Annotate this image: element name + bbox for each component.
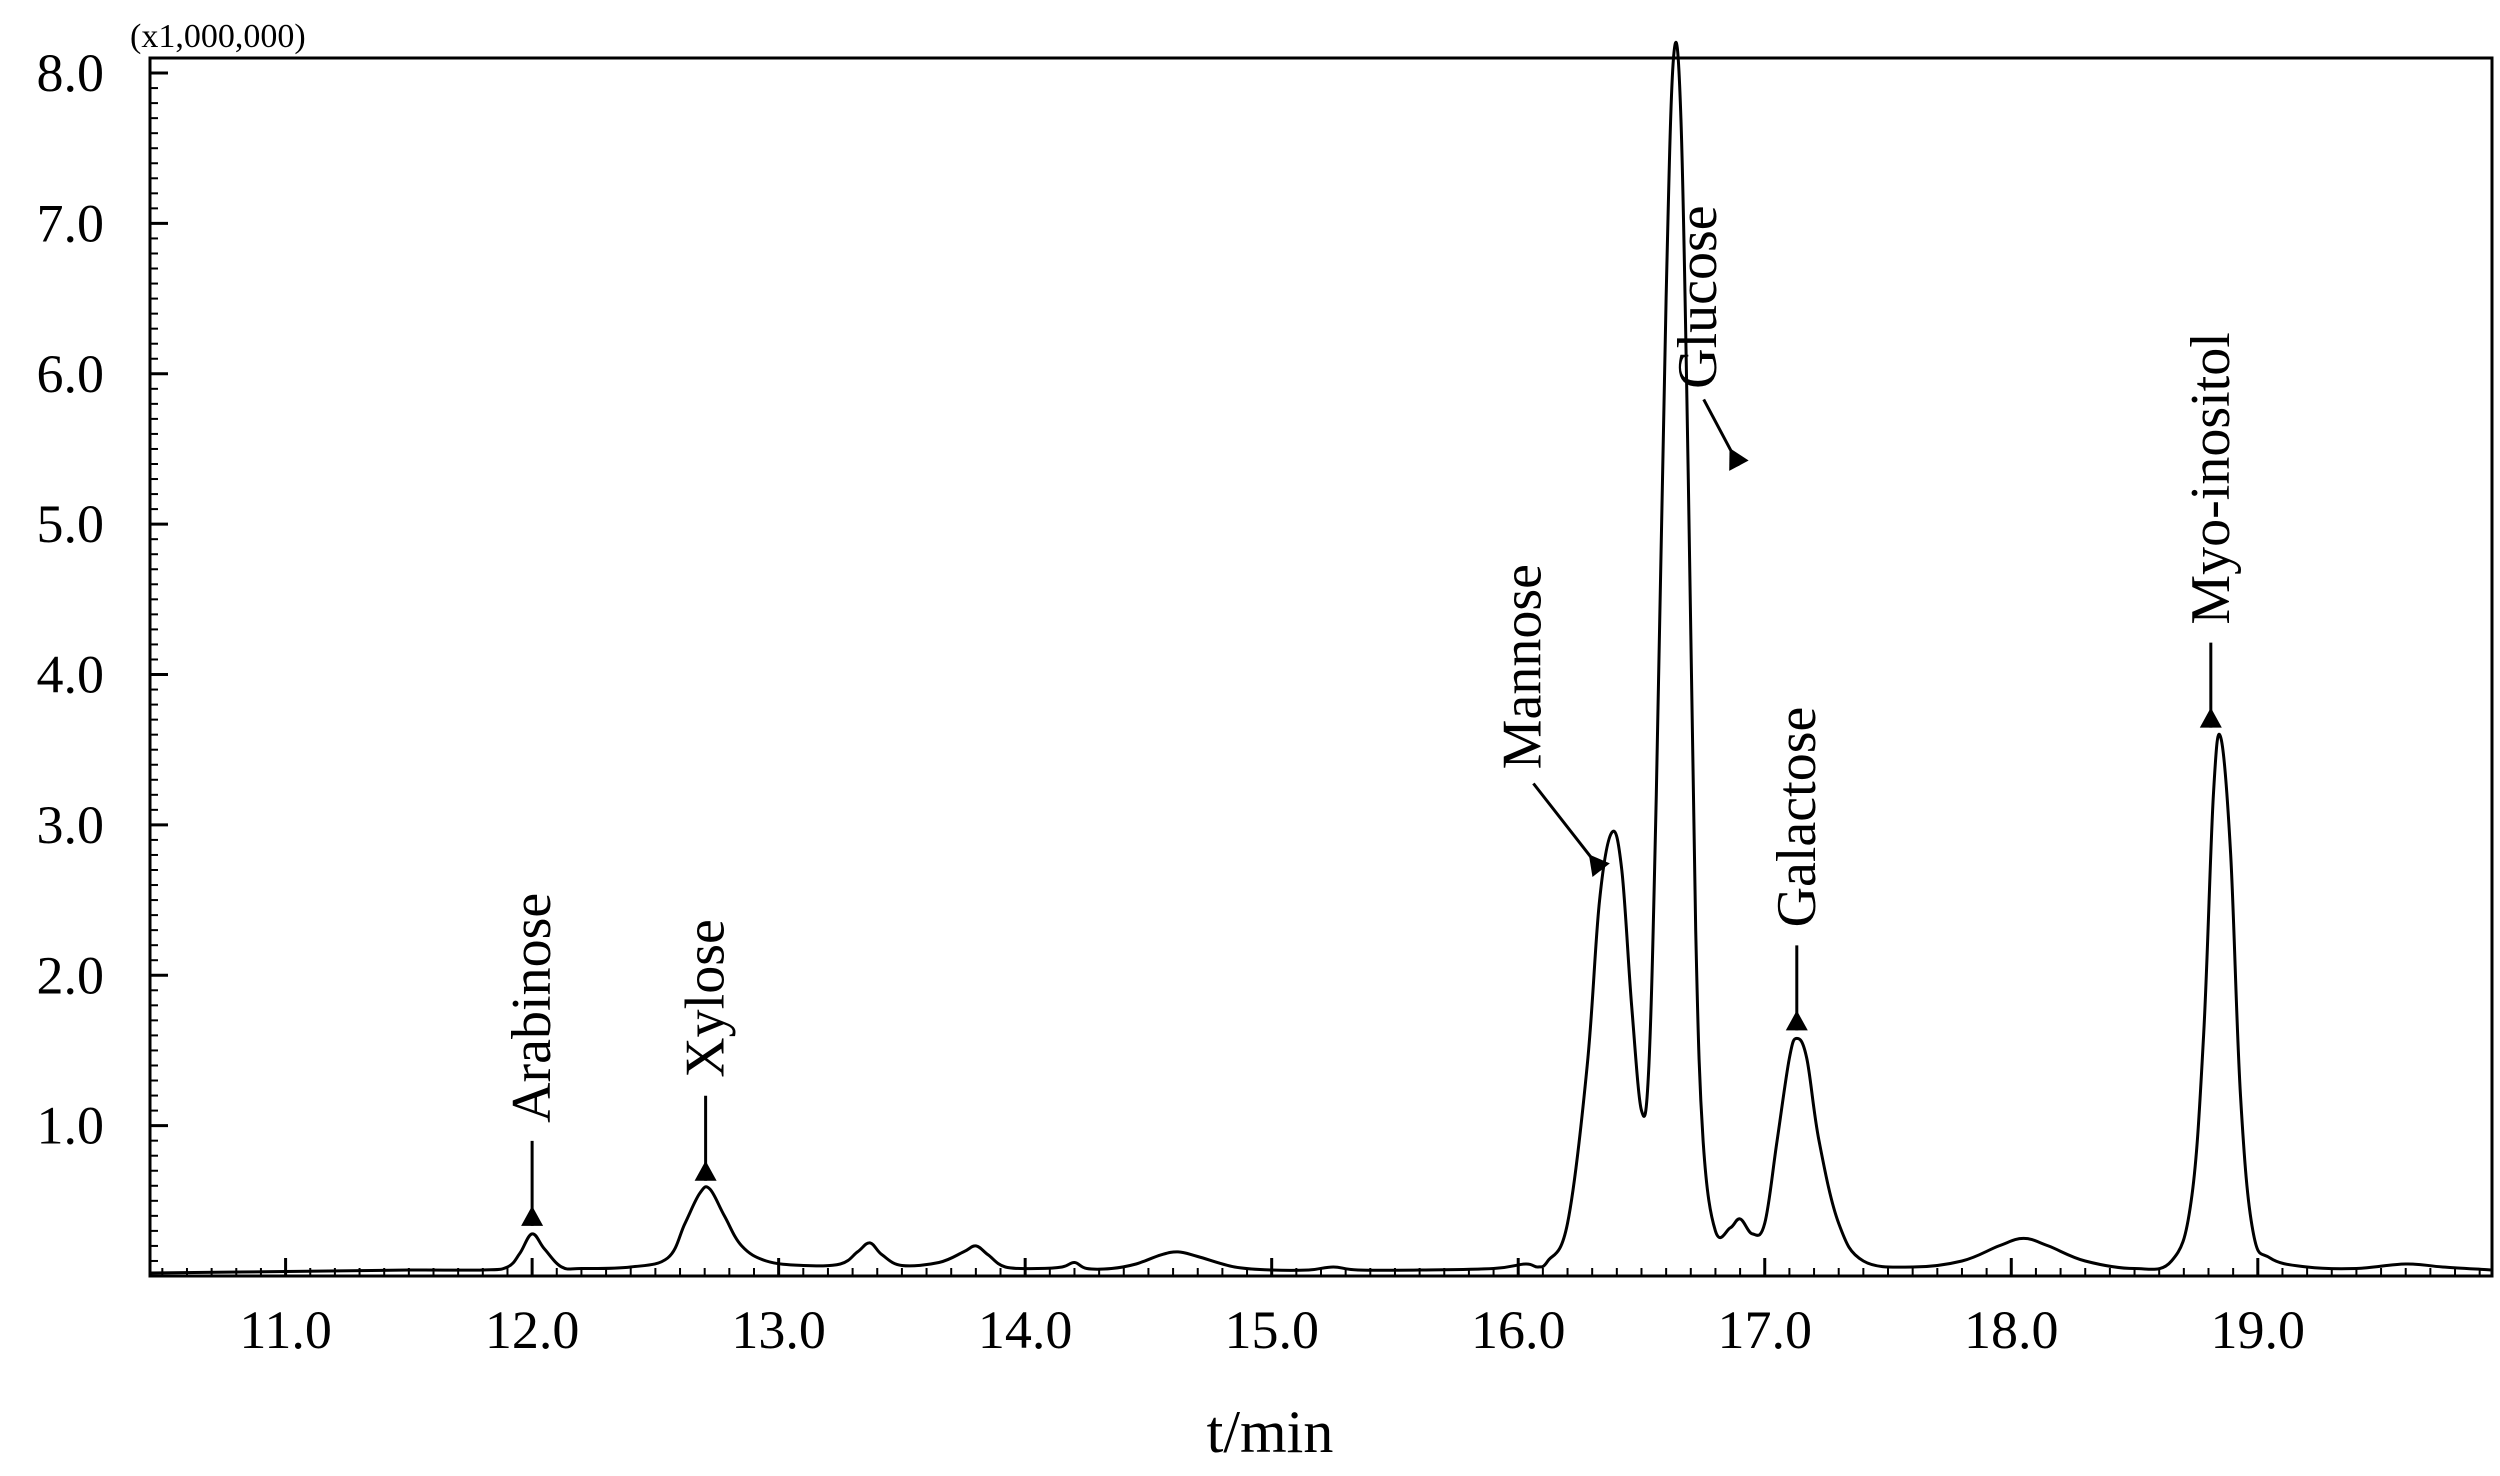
peak-label: Mannose (1491, 564, 1553, 769)
y-tick-label: 2.0 (37, 945, 105, 1005)
annotation-arrow-icon (2199, 707, 2222, 728)
peak-annotation: Galactose (1766, 707, 1828, 1031)
x-tick-label: 16.0 (1471, 1300, 1566, 1360)
peak-label: Xylose (675, 919, 737, 1078)
x-axis-title: t/min (1207, 1399, 1334, 1465)
peak-annotation: Glucose (1667, 205, 1749, 471)
x-tick-label: 11.0 (239, 1300, 332, 1360)
y-tick-label: 7.0 (37, 193, 105, 253)
peak-annotation: Xylose (675, 919, 737, 1181)
x-tick-label: 14.0 (978, 1300, 1073, 1360)
x-tick-label: 19.0 (2211, 1300, 2306, 1360)
peak-annotation: Arabinose (501, 893, 563, 1226)
y-tick-label: 3.0 (37, 795, 105, 855)
annotation-arrow-icon (1785, 1010, 1808, 1031)
peak-label: Arabinose (501, 893, 563, 1123)
annotation-arrow-icon (1588, 854, 1610, 877)
chromatogram-trace (149, 40, 2493, 1275)
tick-labels: 11.0 12.0 13.0 14.0 15.0 16.0 17.0 18.0 19.0 1.0 2… (37, 43, 2306, 1360)
peak-annotation: Mannose (1491, 564, 1610, 877)
peak-label: Myo-inositol (2180, 332, 2242, 624)
y-tick-label: 1.0 (37, 1096, 105, 1156)
y-tick-label: 5.0 (37, 494, 105, 554)
y-tick-label: 8.0 (37, 43, 105, 103)
minor-ticks (150, 57, 2481, 1276)
peak-label: Galactose (1766, 707, 1828, 928)
x-tick-label: 13.0 (731, 1300, 826, 1360)
x-tick-label: 12.0 (485, 1300, 580, 1360)
peak-label: Glucose (1667, 205, 1729, 389)
annotation-arrow-icon (694, 1160, 717, 1181)
x-tick-label: 18.0 (1964, 1300, 2059, 1360)
peak-annotations: Arabinose Xylose Mannose Glucose Galactose My… (501, 205, 2242, 1226)
peak-annotation: Myo-inositol (2180, 332, 2242, 728)
y-tick-label: 6.0 (37, 344, 105, 404)
x-tick-label: 15.0 (1224, 1300, 1319, 1360)
y-tick-label: 4.0 (37, 645, 105, 705)
y-axis-multiplier: (x1,000,000) (130, 18, 306, 55)
annotation-arrow-icon (521, 1205, 544, 1226)
x-tick-label: 17.0 (1717, 1300, 1812, 1360)
annotation-arrow-icon (1729, 448, 1749, 471)
